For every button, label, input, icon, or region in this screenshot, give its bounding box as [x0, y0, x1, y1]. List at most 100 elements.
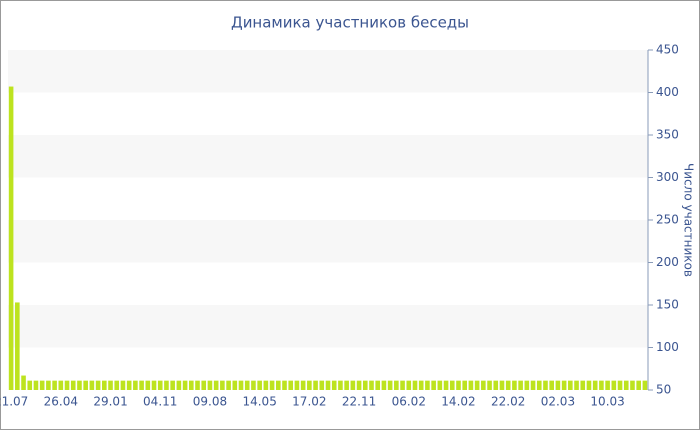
bar [46, 380, 51, 390]
bar [561, 380, 567, 390]
bar [325, 380, 331, 390]
bar [611, 380, 617, 390]
bar [387, 380, 393, 390]
bar [157, 380, 163, 390]
bar [530, 380, 536, 390]
bar [83, 380, 88, 390]
bar [220, 380, 225, 390]
y-tick-label: 100 [656, 340, 679, 354]
bar [356, 380, 362, 390]
bar [64, 380, 70, 390]
bar [21, 375, 26, 390]
bar [493, 380, 499, 390]
bar [151, 380, 157, 390]
bar [95, 380, 101, 390]
bar [207, 380, 213, 390]
x-tick-label: 04.11 [143, 395, 177, 409]
bar [232, 380, 238, 390]
chart-title: Динамика участников беседы [231, 14, 469, 32]
bar [164, 380, 169, 390]
bar [145, 380, 151, 390]
bar [294, 380, 300, 390]
bar [605, 380, 610, 390]
bar [108, 380, 113, 390]
bar [263, 380, 269, 390]
bar [362, 380, 368, 390]
bar [89, 380, 95, 390]
bar [39, 380, 45, 390]
bar [642, 380, 648, 390]
bar [126, 380, 132, 390]
x-tick-label: 17.02 [292, 395, 326, 409]
bar [586, 380, 592, 390]
bar [505, 380, 511, 390]
x-tick-label: 26.04 [44, 395, 78, 409]
y-tick-label: 200 [656, 255, 679, 269]
bar [251, 380, 256, 390]
bar [33, 380, 39, 390]
bar [400, 380, 405, 390]
bar [15, 302, 20, 390]
bar [443, 380, 449, 390]
grid-band [8, 50, 648, 93]
bar [406, 380, 412, 390]
x-tick-label: 14.05 [242, 395, 276, 409]
bar [102, 380, 107, 390]
x-tick-label: 06.02 [392, 395, 426, 409]
bar [307, 380, 312, 390]
bar [170, 380, 175, 390]
x-tick-label: 29.01 [93, 395, 127, 409]
y-tick-label: 50 [656, 383, 671, 397]
bar [487, 380, 492, 390]
x-tick-label: 14.02 [441, 395, 475, 409]
bar [331, 380, 337, 390]
bar [58, 380, 64, 390]
plot-area: 50 100 150 200 250 300 350 400 450 21.07 26.04 29.0… [0, 43, 679, 409]
bar [462, 380, 467, 390]
y-tick-label: 400 [656, 85, 679, 99]
bar [449, 380, 455, 390]
bar [381, 380, 387, 390]
bar [182, 380, 188, 390]
bar [536, 380, 542, 390]
bar [77, 380, 82, 390]
bar [630, 380, 635, 390]
bar [636, 380, 641, 390]
grid-band [8, 220, 648, 263]
bar [189, 380, 194, 390]
bar [617, 380, 623, 390]
bar [244, 380, 250, 390]
bar [238, 380, 244, 390]
bar [599, 380, 604, 390]
bar [338, 380, 343, 390]
bar [549, 380, 554, 390]
grid-band [8, 135, 648, 178]
x-tick-label: 22.02 [491, 395, 525, 409]
bar [313, 380, 318, 390]
bar [319, 380, 325, 390]
bar [213, 380, 219, 390]
bar [437, 380, 443, 390]
bar [8, 86, 14, 391]
bar [114, 380, 120, 390]
y-tick-label: 450 [656, 43, 679, 57]
bar [195, 380, 200, 390]
bar [474, 380, 480, 390]
bar [431, 380, 436, 390]
bar [369, 380, 374, 390]
bar [257, 380, 262, 390]
bar [394, 380, 399, 390]
bar [139, 380, 144, 390]
bar [282, 380, 287, 390]
bar [201, 380, 207, 390]
bar [412, 380, 418, 390]
grid-band [8, 305, 648, 348]
bar [275, 380, 281, 390]
bar [425, 380, 430, 390]
bar [418, 380, 424, 390]
bar [499, 380, 505, 390]
bar [543, 380, 548, 390]
bar [176, 380, 182, 390]
bar [574, 380, 579, 390]
